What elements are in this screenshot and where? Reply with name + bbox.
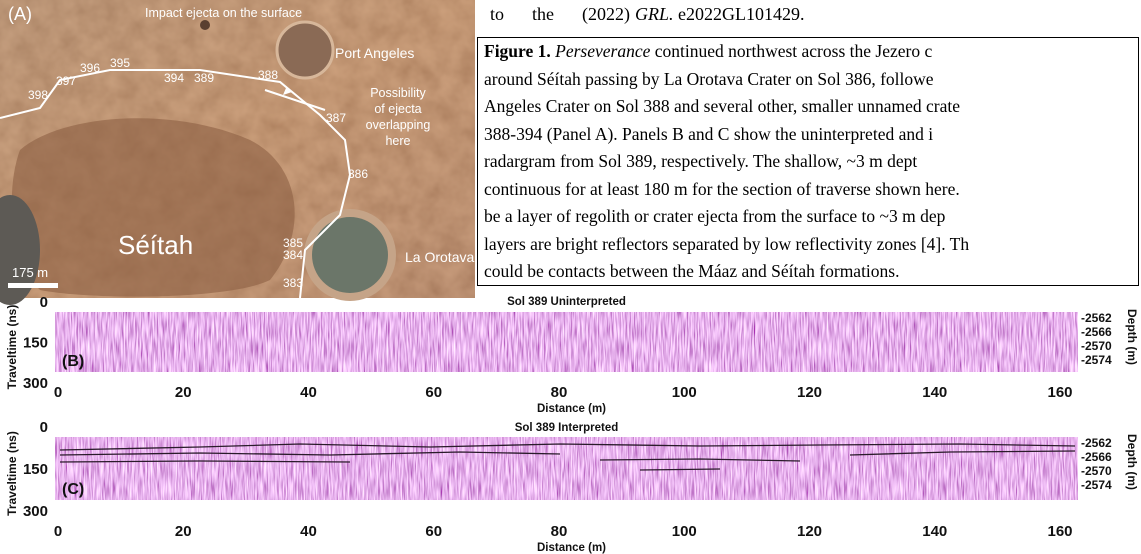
caption-italic: Perseverance [555,41,650,61]
y2-tick-label: -2574 [1081,353,1112,367]
caption: Figure 1. Perseverance continued northwe… [477,37,1139,286]
map-label: 398 [28,88,48,102]
caption-line: continuous for at least 180 m for the se… [484,176,1138,204]
x-tick-label: 20 [175,523,192,540]
map-label: Séítah [118,230,193,260]
y-tick-label: 0 [40,419,48,436]
caption-line: layers are bright reflectors separated b… [484,231,1138,259]
y2-tick-label: -2574 [1081,478,1112,492]
journal: GRL. [635,4,674,24]
y2-tick-label: -2562 [1081,311,1112,325]
x-tick-label: 100 [672,384,697,401]
page: Figure 1 {"top_line": {"parts": ["to", "… [0,0,1141,554]
y-tick-label: 150 [23,461,48,478]
y2-tick-label: -2570 [1081,464,1112,478]
word: (2022) [582,4,630,24]
map-label: 389 [194,71,214,85]
panel-label: (B) [62,353,84,370]
x-tick-label: 80 [551,523,568,540]
radargram [55,312,1078,372]
x-tick-label: 0 [54,523,62,540]
map-label: 175 m [12,265,48,280]
map-label: 397 [56,74,76,88]
y-axis-label: Traveltime (ns) [5,431,19,516]
x-tick-label: 0 [54,384,62,401]
caption-line: around Séítah passing by La Orotava Crat… [484,66,1138,94]
y2-axis-label: Depth (m) [1125,434,1139,490]
y-tick-label: 150 [23,335,48,352]
map-label: overlapping [366,118,431,132]
y2-tick-label: -2566 [1081,450,1112,464]
caption-line: be a layer of regolith or crater ejecta … [484,203,1138,231]
map-label: here [385,134,410,148]
x-tick-label: 60 [425,384,442,401]
caption-label: Figure 1. [484,41,551,61]
map-label: 396 [80,61,100,75]
panel-title: Sol 389 Uninterpreted [507,296,626,308]
map-label: 383 [283,276,303,290]
map-label: 384 [283,248,303,262]
x-tick-label: 120 [797,523,822,540]
x-tick-label: 140 [922,384,947,401]
x-axis-label: Distance (m) [537,542,606,554]
x-tick-label: 40 [300,384,317,401]
caption-text: continued northwest across the Jezero c [655,41,932,61]
panel-label: (C) [62,481,84,498]
y2-tick-label: -2562 [1081,436,1112,450]
map-label: Possibility [370,86,426,100]
y-tick-label: 300 [23,503,48,520]
map-label: Port Angeles [335,45,414,61]
map-label: 386 [348,167,368,181]
caption-line: Figure 1. Perseverance continued northwe… [484,38,1138,66]
caption-line: Angeles Crater on Sol 388 and several ot… [484,93,1138,121]
x-tick-label: 120 [797,384,822,401]
map-label: La Orotava [405,249,474,265]
caption-line: could be contacts between the Máaz and S… [484,258,1138,286]
x-tick-label: 40 [300,523,317,540]
body: (A) Impact ejecta on the surface Port Ange… [0,0,1141,554]
x-tick-label: 140 [922,523,947,540]
y-axis-label: Traveltime (ns) [5,305,19,390]
caption-line: radargram from Sol 389, respectively. Th… [484,148,1138,176]
map-label: 387 [326,111,346,125]
x-tick-label: 80 [551,384,568,401]
map-label: 388 [258,68,278,82]
x-tick-label: 60 [425,523,442,540]
y2-tick-label: -2570 [1081,339,1112,353]
y2-tick-label: -2566 [1081,325,1112,339]
panel-title: Sol 389 Interpreted [515,422,619,434]
caption-line: 388-394 (Panel A). Panels B and C show t… [484,121,1138,149]
doi: e2022GL101429. [678,4,804,24]
x-axis-label: Distance (m) [537,403,606,415]
word: to [490,4,504,24]
y2-axis-label: Depth (m) [1125,309,1139,365]
x-tick-label: 160 [1047,523,1072,540]
map-label: 394 [164,71,184,85]
map-label: of ejecta [374,102,421,116]
y-tick-label: 0 [40,294,48,311]
map-label: 395 [110,56,130,70]
y-tick-label: 300 [23,375,48,392]
x-tick-label: 100 [672,523,697,540]
map-label: Impact ejecta on the surface [145,6,302,20]
word: the [532,4,554,24]
x-tick-label: 20 [175,384,192,401]
top-line: to the (2022)GRL. e2022GL101429. [490,4,833,25]
x-tick-label: 160 [1047,384,1072,401]
map-label: (A) [8,4,32,24]
